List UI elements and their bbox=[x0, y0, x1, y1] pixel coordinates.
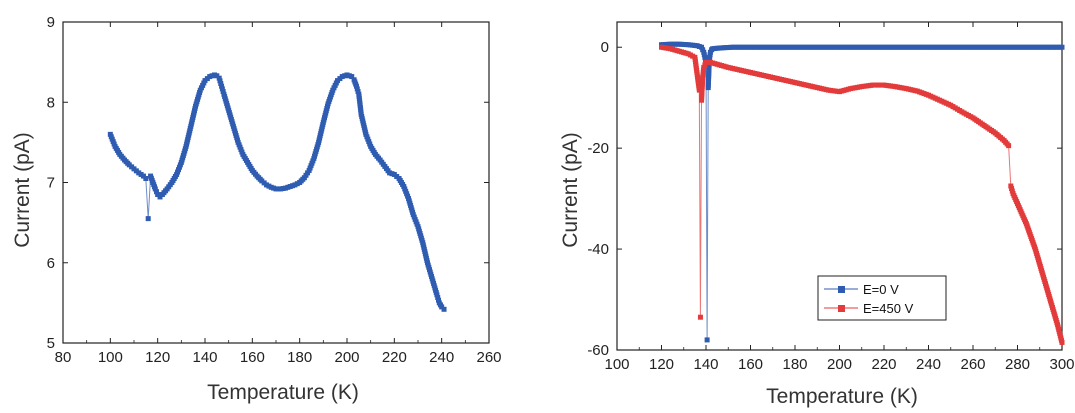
x-tick-label: 240 bbox=[916, 356, 941, 373]
data-point bbox=[146, 216, 151, 221]
x-tick-label: 160 bbox=[738, 356, 763, 373]
data-point bbox=[143, 176, 148, 181]
x-tick-label: 280 bbox=[1005, 356, 1030, 373]
data-point bbox=[442, 307, 447, 312]
data-point bbox=[1060, 340, 1065, 345]
x-tick-label: 100 bbox=[98, 349, 123, 366]
y-axis-label: Current (pA) bbox=[11, 132, 34, 248]
x-tick-label: 160 bbox=[240, 349, 265, 366]
x-tick-label: 220 bbox=[871, 356, 896, 373]
y-tick-label: 8 bbox=[47, 94, 55, 111]
y-tick-label: -20 bbox=[587, 140, 609, 157]
x-tick-label: 180 bbox=[287, 349, 312, 366]
x-tick-label: 300 bbox=[1049, 356, 1074, 373]
legend-label: E=0 V bbox=[863, 282, 899, 297]
plot-frame bbox=[63, 22, 489, 343]
x-axis-label: Temperature (K) bbox=[766, 385, 918, 408]
x-axis-label: Temperature (K) bbox=[207, 381, 359, 404]
data-point bbox=[1060, 45, 1065, 50]
x-tick-label: 80 bbox=[55, 349, 72, 366]
x-tick-label: 200 bbox=[334, 349, 359, 366]
y-tick-label: 9 bbox=[47, 14, 55, 31]
chart-panel-left: 80 100 120 140 160 180 200 220 240 260 5 6 7 8 9 Temper… bbox=[11, 14, 502, 404]
x-tick-label: 140 bbox=[693, 356, 718, 373]
data-point bbox=[1006, 143, 1011, 148]
legend-marker bbox=[838, 286, 845, 293]
x-tick-label: 120 bbox=[649, 356, 674, 373]
x-tick-label: 140 bbox=[192, 349, 217, 366]
legend-label: E=450 V bbox=[863, 301, 914, 316]
x-tick-label: 260 bbox=[960, 356, 985, 373]
y-tick-label: -40 bbox=[587, 241, 609, 258]
x-tick-label: 180 bbox=[782, 356, 807, 373]
chart-panel-right: 100 120 140 160 180 200 220 240 260 280 3000-20-40… bbox=[559, 22, 1075, 408]
data-point bbox=[705, 337, 710, 342]
x-tick-label: 220 bbox=[382, 349, 407, 366]
y-tick-label: 5 bbox=[47, 335, 55, 352]
y-tick-label: 0 bbox=[601, 39, 609, 56]
series-0 bbox=[108, 72, 447, 311]
y-axis-label: Current (pA) bbox=[559, 132, 582, 248]
x-tick-label: 120 bbox=[145, 349, 170, 366]
x-tick-label: 200 bbox=[827, 356, 852, 373]
y-tick-label: 6 bbox=[47, 255, 55, 272]
y-tick-label: -60 bbox=[587, 342, 609, 359]
x-tick-label: 240 bbox=[429, 349, 454, 366]
legend-marker bbox=[838, 305, 845, 312]
x-tick-label: 260 bbox=[476, 349, 501, 366]
legend: E=0 V E=450 V bbox=[818, 276, 946, 320]
data-point bbox=[698, 315, 703, 320]
y-tick-label: 7 bbox=[47, 175, 55, 192]
